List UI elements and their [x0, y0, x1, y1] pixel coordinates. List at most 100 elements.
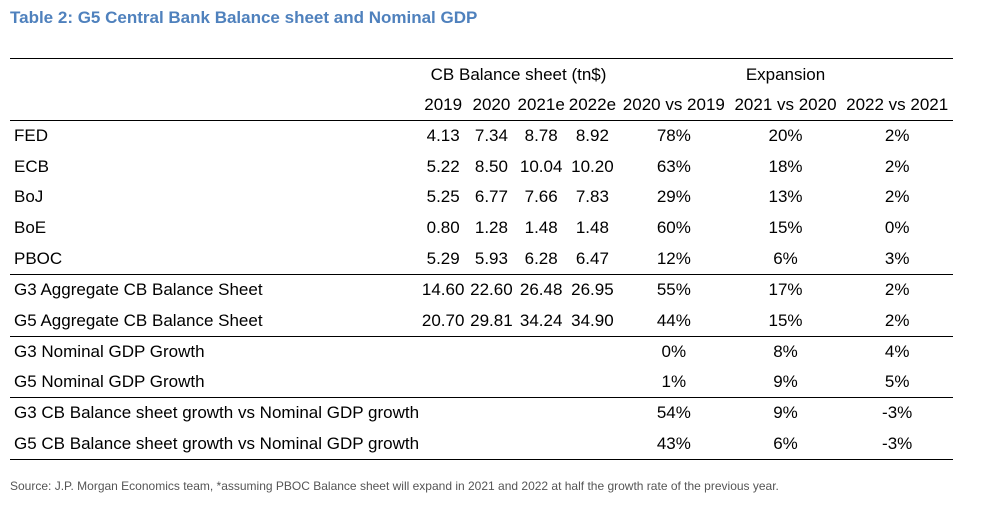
table-cell: 5.25: [426, 187, 460, 206]
table-cell: 17%: [729, 274, 842, 306]
table-cell: 1.28: [474, 218, 508, 237]
table-cell: [467, 367, 515, 398]
table-cell: 8.50: [474, 156, 508, 176]
column-header: 2019: [424, 95, 463, 115]
table-cell: 44%: [656, 310, 691, 330]
table-cell: 6.77: [474, 187, 508, 206]
column-header: 2022e: [568, 95, 617, 115]
table-cell: [515, 397, 567, 429]
header-group-cb: CB Balance sheet (tn$): [419, 58, 619, 91]
table-cell: [566, 336, 619, 367]
table-title: Table 2: G5 Central Bank Balance sheet a…: [10, 8, 478, 27]
table-cell: 4%: [841, 336, 953, 367]
table-cell: [516, 367, 567, 398]
table-cell: 2%: [884, 156, 910, 176]
table-cell: 4.13: [419, 120, 468, 152]
table-cell: 6%: [773, 248, 798, 268]
table-cell: 1.48: [524, 218, 558, 237]
source-note: Source: J.P. Morgan Economics team, *ass…: [10, 479, 779, 493]
table-cell: 60%: [656, 218, 691, 237]
table-cell: 18%: [768, 156, 803, 176]
table-cell: 20%: [729, 120, 842, 152]
table-cell: 0.80: [426, 218, 460, 237]
table-cell: 29%: [656, 187, 691, 206]
table-cell: [567, 367, 618, 398]
header-blank: [10, 91, 419, 121]
table-cell: 12%: [656, 248, 691, 268]
table-cell: 7.66: [524, 187, 558, 206]
table-cell: [419, 336, 468, 367]
header-group-row: CB Balance sheet (tn$) Expansion: [10, 58, 953, 91]
table-cell: 5%: [884, 371, 910, 391]
table-cell: [419, 428, 468, 460]
table-cell: 7.34: [467, 120, 516, 152]
row-label: G5 CB Balance sheet growth vs Nominal GD…: [10, 428, 420, 460]
table-cell: 34.90: [571, 310, 614, 330]
table-cell: -3%: [841, 397, 953, 429]
row-label: BoE: [14, 218, 47, 237]
table-row: G5 Nominal GDP Growth 1% 9% 5%: [10, 367, 953, 398]
row-label: G3 Nominal GDP Growth: [10, 336, 420, 367]
table-row: G5 CB Balance sheet growth vs Nominal GD…: [10, 428, 953, 460]
table-cell: 10.04: [519, 156, 563, 176]
table-cell: [467, 397, 516, 429]
table-cell: [419, 367, 467, 398]
column-header: 2021e: [517, 95, 565, 115]
row-label: ECB: [14, 156, 49, 176]
header-column-row: 2019 2020 2021e 2022e 2020 vs 2019 2021 vs 20…: [10, 91, 953, 121]
table-row: G3 Nominal GDP Growth 0% 8% 4%: [10, 336, 953, 367]
column-header: 2022 vs 2021: [846, 95, 949, 115]
table-body: CB Balance sheet (tn$) Expansion 2019 2020 2…: [10, 58, 953, 460]
row-label: BoJ: [14, 187, 44, 206]
header-group-expansion: Expansion: [618, 58, 953, 91]
table-cell: [467, 428, 516, 460]
table-cell: 7.83: [575, 187, 609, 206]
table-row: BoJ 5.25 6.77 7.66 7.83 29% 13% 2%: [10, 182, 953, 213]
table-cell: 34.24: [519, 310, 563, 330]
table-row: FED 4.13 7.34 8.78 8.92 78% 20% 2%: [10, 120, 953, 152]
table-cell: 2%: [884, 310, 910, 330]
table-cell: 29.81: [470, 310, 513, 330]
table-cell: [419, 397, 468, 429]
table-cell: [566, 397, 619, 429]
table-cell: 0%: [884, 218, 910, 237]
table-cell: 1%: [661, 371, 687, 391]
table-row: PBOC 5.29 5.93 6.28 6.47 12% 6% 3%: [10, 244, 953, 275]
table-cell: 6.47: [575, 248, 609, 268]
table-row: ECB 5.22 8.50 10.04 10.20 63% 18% 2%: [10, 152, 953, 182]
table-cell: 14.60: [419, 274, 468, 306]
balance-sheet-table: CB Balance sheet (tn$) Expansion 2019 2020 2…: [10, 58, 953, 460]
column-header: 2020: [472, 95, 511, 115]
table-cell: 63%: [656, 156, 691, 176]
table-cell: 22.60: [467, 274, 516, 306]
table-cell: 78%: [618, 120, 730, 152]
table-cell: 2%: [884, 187, 910, 206]
table-cell: 15%: [768, 218, 803, 237]
table-row: G3 Aggregate CB Balance Sheet 14.60 22.60 2…: [10, 274, 953, 306]
column-header: 2021 vs 2020: [734, 95, 837, 115]
table-cell: 55%: [618, 274, 730, 306]
table-cell: [515, 336, 567, 367]
table-cell: 2%: [841, 274, 953, 306]
table-cell: 5.29: [426, 248, 460, 268]
table-cell: 3%: [884, 248, 910, 268]
table-cell: 9%: [773, 371, 798, 391]
table-cell: -3%: [841, 428, 953, 460]
row-label: G3 Aggregate CB Balance Sheet: [10, 274, 420, 306]
table-cell: 13%: [768, 187, 803, 206]
table-cell: 26.48: [515, 274, 567, 306]
table-cell: 5.22: [426, 156, 460, 176]
row-label: FED: [10, 120, 420, 152]
table-cell: [566, 428, 619, 460]
table-row: BoE 0.80 1.28 1.48 1.48 60% 15% 0%: [10, 213, 953, 244]
column-header: 2020 vs 2019: [622, 95, 725, 115]
table-cell: [467, 336, 516, 367]
table-cell: 1.48: [575, 218, 609, 237]
table-cell: 15%: [768, 310, 803, 330]
table-cell: 9%: [729, 397, 842, 429]
table-cell: 26.95: [566, 274, 619, 306]
table-cell: 20.70: [421, 310, 465, 330]
table-row: G5 Aggregate CB Balance Sheet 20.70 29.81 3…: [10, 306, 953, 337]
table-cell: 8.78: [515, 120, 567, 152]
